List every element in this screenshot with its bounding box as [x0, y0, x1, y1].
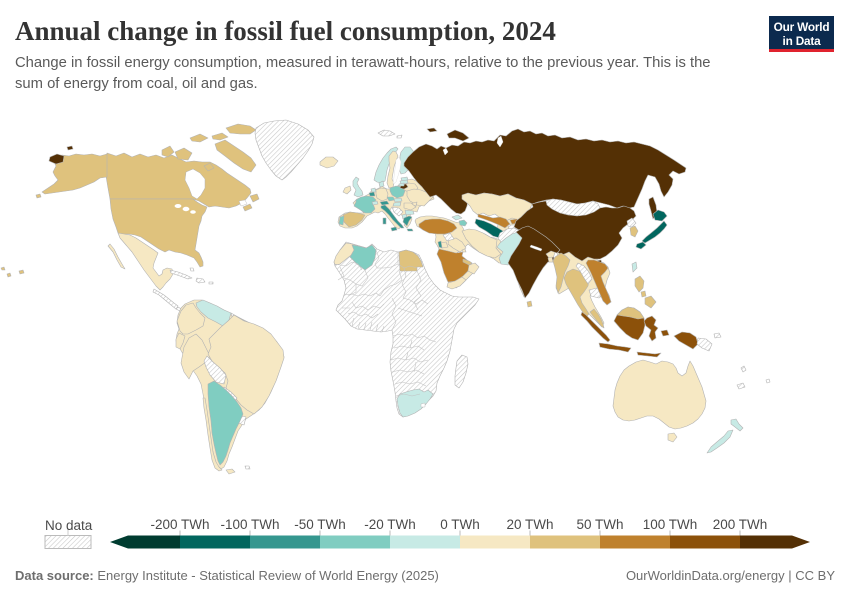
- svg-text:-100 TWh: -100 TWh: [220, 517, 279, 532]
- svg-text:50 TWh: 50 TWh: [576, 517, 623, 532]
- svg-text:-200 TWh: -200 TWh: [150, 517, 209, 532]
- svg-text:0 TWh: 0 TWh: [440, 517, 480, 532]
- svg-text:200 TWh: 200 TWh: [713, 517, 768, 532]
- svg-text:20 TWh: 20 TWh: [506, 517, 553, 532]
- svg-text:-50 TWh: -50 TWh: [294, 517, 346, 532]
- svg-text:100 TWh: 100 TWh: [643, 517, 698, 532]
- svg-text:-20 TWh: -20 TWh: [364, 517, 416, 532]
